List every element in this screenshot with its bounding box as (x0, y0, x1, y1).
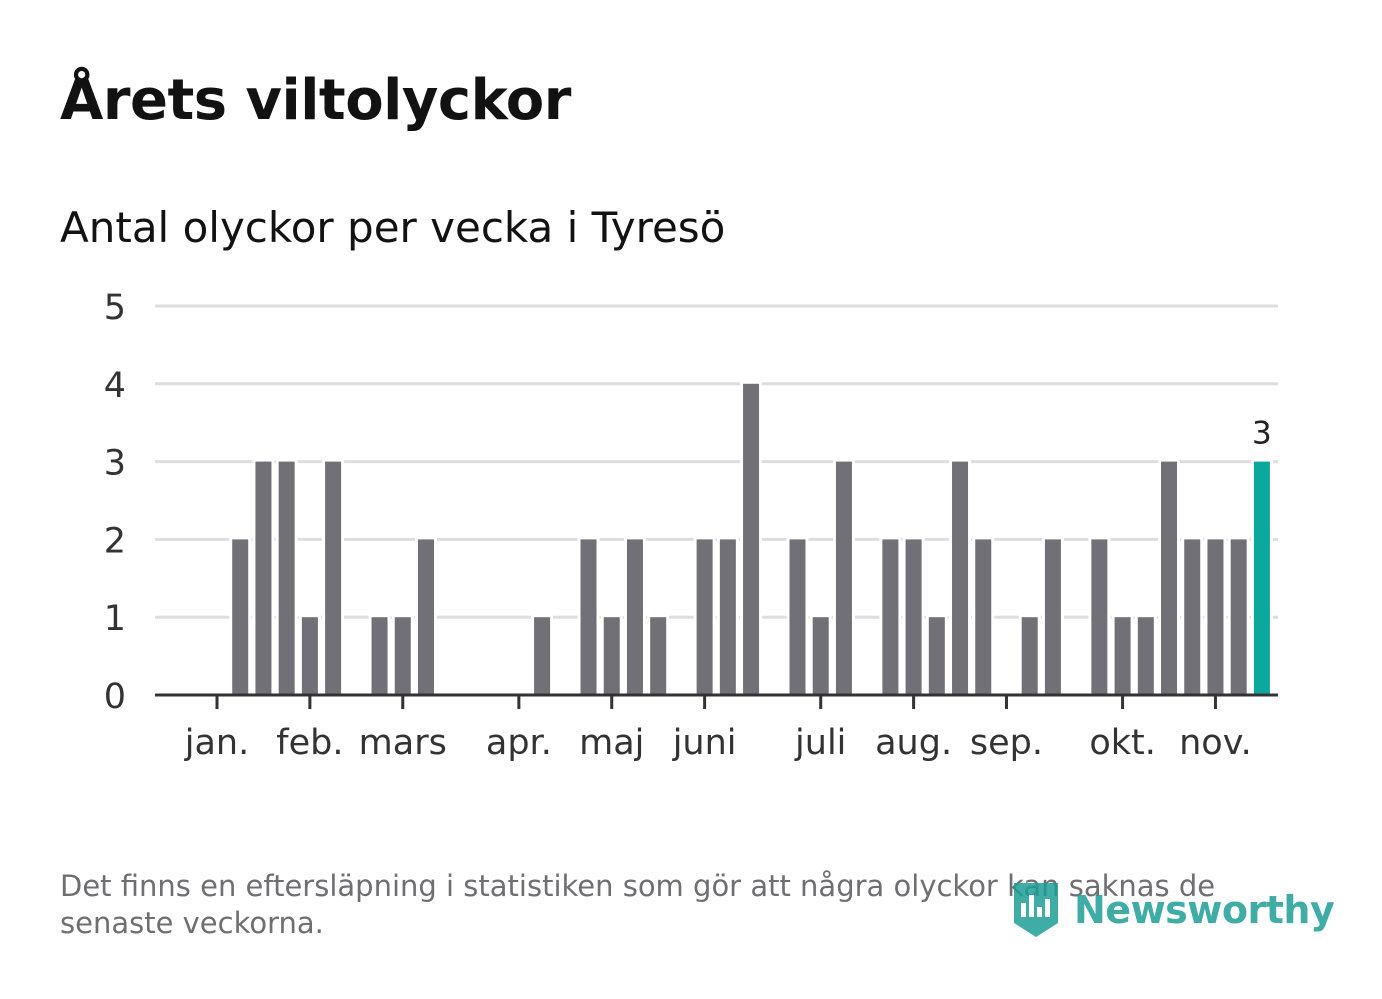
bar (534, 617, 551, 695)
bar (1230, 539, 1247, 695)
y-axis-ticks: 0 1 2 3 4 5 (104, 288, 126, 717)
brand-name: Newsworthy (1074, 888, 1335, 932)
y-tick-label: 5 (104, 288, 126, 328)
x-tick-label: mars (359, 723, 447, 763)
bar (835, 461, 852, 695)
x-tick-label: jan. (184, 723, 249, 763)
bar (743, 383, 760, 695)
bar (255, 461, 272, 695)
bar (719, 539, 736, 695)
bar (905, 539, 922, 695)
brand-logo: Newsworthy (1010, 878, 1335, 942)
bar (696, 539, 713, 695)
y-tick-label: 1 (104, 599, 126, 639)
bar (882, 539, 899, 695)
bar (626, 539, 643, 695)
x-tick-label: maj (579, 723, 644, 763)
x-tick-label: apr. (486, 723, 552, 763)
chart-subtitle: Antal olyckor per vecka i Tyresö (60, 203, 726, 252)
bar (650, 617, 667, 695)
bar (928, 617, 945, 695)
x-tick-label: juni (672, 723, 737, 763)
x-tick-label: aug. (875, 723, 952, 763)
bar (1161, 461, 1178, 695)
bar (952, 461, 969, 695)
bar (812, 617, 829, 695)
y-tick-label: 2 (104, 521, 126, 561)
data-labels: 3 (1252, 416, 1272, 452)
bar (789, 539, 806, 695)
x-tick-label: feb. (276, 723, 343, 763)
x-tick-label: okt. (1089, 723, 1156, 763)
bar (1184, 539, 1201, 695)
y-tick-label: 0 (104, 677, 126, 717)
bar (371, 617, 388, 695)
bar (278, 461, 295, 695)
bar (603, 617, 620, 695)
y-tick-label: 4 (104, 366, 126, 406)
x-axis: jan. feb. mars apr. maj juni juli aug. sep. okt. n… (155, 693, 1278, 763)
bar (1114, 617, 1131, 695)
bar (301, 617, 318, 695)
data-label: 3 (1252, 416, 1272, 452)
bar-highlight (1253, 461, 1270, 695)
bar (325, 461, 342, 695)
chart-title: Årets viltolyckor (60, 68, 571, 133)
x-tick-label: juli (794, 723, 846, 763)
x-tick-label: nov. (1179, 723, 1252, 763)
y-tick-label: 3 (104, 444, 126, 484)
bar (1021, 617, 1038, 695)
bar (232, 539, 249, 695)
bar (394, 617, 411, 695)
bar (580, 539, 597, 695)
bars (229, 381, 1273, 695)
x-tick-label: sep. (970, 723, 1043, 763)
bar (1207, 539, 1224, 695)
bar (417, 539, 434, 695)
newsworthy-logo-icon (1014, 883, 1058, 937)
bar-chart: 0 1 2 3 4 5 jan. feb. mars apr. maj juni juli aug. se… (104, 288, 1278, 763)
bar (1091, 539, 1108, 695)
bar (975, 539, 992, 695)
bar (1044, 539, 1061, 695)
bar (1137, 617, 1154, 695)
